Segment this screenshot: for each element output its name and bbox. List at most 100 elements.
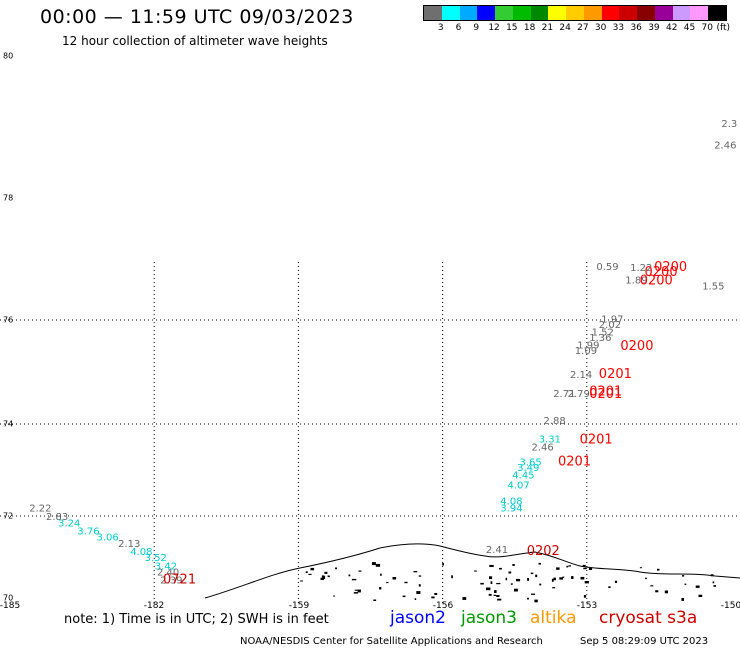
scale-swatch: [424, 6, 442, 20]
island-mark: [580, 576, 585, 580]
island-mark: [324, 571, 328, 574]
footer-timestamp: Sep 5 08:29:09 UTC 2023: [580, 636, 709, 647]
lat-label-74: 74: [3, 419, 14, 429]
lat-label-70: 70: [3, 593, 14, 603]
island-mark: [584, 581, 589, 584]
island-mark: [538, 562, 541, 565]
scale-label: 39: [648, 23, 660, 33]
island-mark: [371, 562, 376, 566]
island-mark: [534, 599, 538, 603]
islands: [300, 562, 716, 603]
scale-swatch: [530, 6, 549, 20]
island-mark: [308, 573, 312, 575]
scale-swatch: [459, 6, 478, 20]
wave-height-label: 3.42: [155, 561, 177, 572]
wave-height-label: 1.89: [625, 275, 647, 286]
island-mark: [416, 591, 421, 594]
island-mark: [682, 575, 685, 577]
island-mark: [535, 574, 538, 578]
scale-swatch: [654, 6, 673, 20]
island-mark: [493, 594, 497, 596]
island-mark: [583, 567, 587, 570]
island-mark: [333, 595, 335, 597]
island-mark: [414, 598, 417, 600]
legend-jason3: jason3: [461, 608, 517, 628]
island-mark: [639, 567, 642, 569]
island-mark: [531, 593, 535, 595]
island-mark: [710, 574, 714, 577]
wave-height-label: 2.88: [544, 416, 566, 427]
island-mark: [353, 592, 358, 594]
wave-height-label: 1.09: [575, 346, 597, 357]
island-mark: [568, 565, 571, 567]
wave-height-label: 2.14: [570, 370, 592, 381]
island-mark: [556, 567, 560, 570]
wave-height-label: 1.97: [601, 315, 623, 326]
island-mark: [681, 598, 684, 601]
island-mark: [402, 595, 406, 598]
footer: NOAA/NESDIS Center for Satellite Applica…: [240, 636, 708, 647]
island-mark: [418, 584, 421, 587]
wave-height-label: 4.08: [500, 497, 522, 508]
island-mark: [562, 576, 565, 578]
island-mark: [552, 587, 556, 589]
wave-height-label: 2.83: [46, 512, 68, 523]
island-mark: [510, 583, 513, 585]
island-mark: [486, 587, 491, 591]
island-mark: [566, 565, 569, 568]
scale-label: 6: [455, 23, 462, 33]
island-mark: [480, 582, 484, 585]
scale-swatch: [548, 6, 567, 20]
scale-swatch: [495, 6, 513, 20]
island-mark: [380, 573, 382, 576]
island-mark: [608, 586, 611, 588]
lon-label-150: -150: [720, 601, 740, 611]
coastline-path: [204, 543, 740, 599]
scale-label: 70: [701, 23, 713, 33]
island-mark: [404, 581, 408, 584]
wave-height-label: 3.31: [539, 434, 561, 445]
island-mark: [553, 577, 556, 581]
island-mark: [713, 585, 716, 587]
scale-swatch: [583, 6, 602, 20]
wave-height-label: 3.52: [145, 553, 167, 564]
island-mark: [695, 585, 700, 588]
wave-height-label: 3.65: [520, 457, 542, 468]
legend-cryosat: cryosat s3a: [599, 608, 698, 628]
scale-label: 36: [630, 23, 642, 33]
wave-height-label: 2.3: [721, 119, 737, 130]
island-mark: [489, 576, 493, 580]
island-mark: [351, 578, 357, 581]
pass-time-label: 0200: [640, 274, 673, 289]
scale-swatch: [601, 6, 620, 20]
wave-height-label: 1.52: [592, 328, 614, 339]
wave-height-label: 2.41: [486, 545, 508, 556]
wave-height-label: 1.55: [702, 282, 724, 293]
wave-height-label: 3.94: [500, 503, 522, 514]
island-mark: [496, 595, 500, 597]
island-mark: [496, 583, 501, 585]
island-mark: [490, 581, 493, 584]
wave-height-label: 2.22: [29, 503, 51, 514]
island-mark: [583, 595, 587, 598]
lon-label-159: -159: [288, 601, 310, 611]
scale-label: 30: [594, 23, 607, 33]
island-mark: [657, 568, 660, 571]
scale-swatch: [477, 6, 496, 20]
scale-label: 12: [488, 23, 500, 33]
wave-height-label: 0.59: [596, 262, 618, 273]
pass-time-label: 0200: [645, 265, 678, 280]
scale-swatch: [708, 6, 727, 20]
island-mark: [300, 580, 303, 582]
island-mark: [527, 578, 529, 581]
island-mark: [539, 583, 542, 586]
island-mark: [614, 580, 618, 583]
island-mark: [582, 564, 586, 567]
scale-label: 18: [523, 23, 536, 33]
island-mark: [327, 575, 330, 578]
wave-height-label: 2.71: [553, 389, 575, 400]
scale-label: 42: [665, 23, 678, 33]
island-mark: [512, 564, 515, 566]
lon-label-153: -153: [576, 601, 598, 611]
scale-swatch: [672, 6, 691, 20]
